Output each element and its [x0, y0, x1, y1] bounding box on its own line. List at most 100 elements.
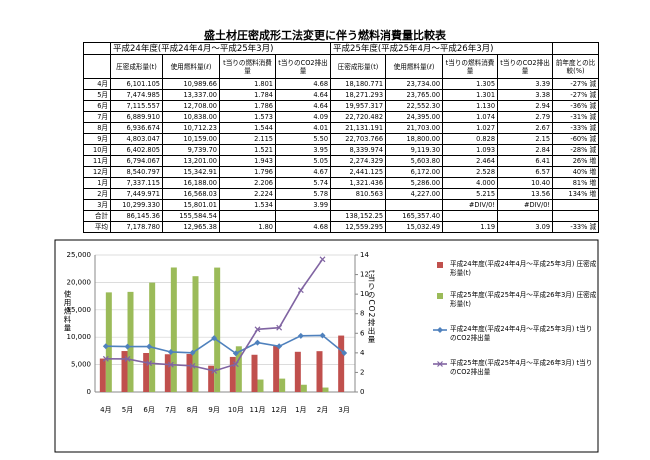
cell: 22,720.482 — [330, 111, 387, 123]
line-marker — [167, 348, 174, 355]
cell: 4.64 — [274, 100, 332, 112]
cell: -31% 減 — [552, 111, 600, 123]
cell: 18,800.00 — [385, 133, 444, 145]
y2-tick-label: 14 — [360, 251, 369, 259]
line-marker — [211, 368, 218, 374]
table-row: 6月 7,115.557 12,708.00 1.786 4.64 19,957.317 2… — [83, 100, 600, 112]
cell: 7,115.557 — [110, 100, 163, 112]
cell — [497, 210, 554, 222]
cell: 4,803.047 — [110, 133, 163, 145]
title: 盛土材圧密成形工法変更に伴う燃料消費量比較表 — [204, 29, 446, 42]
line-marker — [189, 362, 196, 369]
y2-axis-title: t当りのCO2排出量 — [367, 270, 376, 344]
row-header: 7月 — [83, 111, 111, 123]
line-marker — [232, 350, 239, 357]
cell: 1.786 — [219, 100, 276, 112]
corner-cell — [83, 54, 111, 79]
legend-label: 平成25年度(平成25年4月～平成26年3月) t当りのCO2排出量 — [450, 359, 593, 376]
blank-cell — [552, 42, 600, 55]
row-header: 合計 — [83, 210, 111, 222]
line-marker — [124, 355, 131, 362]
row-header: 11月 — [83, 155, 111, 167]
cell: 3.39 — [497, 78, 554, 90]
bar — [229, 356, 236, 392]
cell: 1.130 — [442, 100, 499, 112]
table-row: 8月 6,936.674 10,712.23 1.544 4.01 21,131.191 2… — [83, 122, 600, 134]
line-marker — [232, 361, 239, 368]
legend-label: 平成24年度(平成24年4月～平成25年3月) t当りのCO2排出量 — [450, 325, 593, 342]
cell: 1.80 — [219, 221, 276, 233]
line-marker — [276, 324, 283, 331]
cell: 6,101.105 — [110, 78, 163, 90]
cell: 22,703.766 — [330, 133, 387, 145]
cell: 1.573 — [219, 111, 276, 123]
x-tick-label: 11月 — [250, 406, 266, 414]
bar — [99, 358, 106, 392]
cell: 40% 増 — [552, 166, 600, 178]
line-marker — [102, 355, 109, 362]
table-row: 9月 4,803.047 10,159.00 2.115 5.50 22,703.766 1… — [83, 133, 600, 145]
line-marker — [319, 332, 326, 339]
cell: 9,739.70 — [162, 144, 220, 156]
line-marker — [167, 361, 174, 368]
cell: 1.521 — [219, 144, 276, 156]
cell: 155,584.54 — [162, 210, 220, 222]
row-header: 12月 — [83, 166, 111, 178]
cell: #DIV/0! — [497, 199, 554, 211]
bar — [208, 365, 215, 392]
cell — [552, 199, 600, 211]
cell: 1.943 — [219, 155, 276, 167]
cell: 134% 増 — [552, 188, 600, 200]
cell: 3.95 — [274, 144, 332, 156]
cell: 2.94 — [497, 100, 554, 112]
cell: -33% 減 — [552, 122, 600, 134]
cell: 23,765.00 — [385, 89, 444, 101]
table-row: 圧密成形量(t) 使用燃料量(ℓ) t当りの燃料消費量 t当りのCO2排出量 圧密成形量… — [83, 54, 600, 79]
cell: 4.68 — [274, 221, 332, 233]
cell: 6.57 — [497, 166, 554, 178]
cell: 2.224 — [219, 188, 276, 200]
cell: 138,152.25 — [330, 210, 387, 222]
row-header: 6月 — [83, 100, 111, 112]
line-marker — [297, 332, 304, 339]
cell: 6,402.805 — [110, 144, 163, 156]
table-row: 2月 7,449.971 16,568.03 2.224 5.78 810.563 4,22… — [83, 188, 600, 200]
x-tick-label: 4月 — [100, 406, 111, 414]
table-row: 平成24年度(平成24年4月～平成25年3月) 平成25年度(平成25年4月～平成… — [83, 42, 600, 55]
bar — [170, 267, 177, 392]
cell: 12,559.295 — [330, 221, 387, 233]
cell: 21,131.191 — [330, 122, 387, 134]
cell: 1.784 — [219, 89, 276, 101]
row-header: 1月 — [83, 177, 111, 189]
cell: 10,838.00 — [162, 111, 220, 123]
table-row: 3月 10,299.330 15,801.01 1.534 3.99 #DIV/0! #DI… — [83, 199, 600, 211]
cell: 15,342.91 — [162, 166, 220, 178]
y2-tick-label: 8 — [360, 310, 364, 318]
cell: 5,286.00 — [385, 177, 444, 189]
x-tick-label: 8月 — [187, 406, 198, 414]
column-header: 圧密成形量(t) — [110, 54, 163, 79]
y-tick-label: 0 — [87, 388, 91, 396]
bar — [121, 351, 128, 392]
column-header: t当りの燃料消費量 — [219, 54, 276, 79]
cell: 1,321.436 — [330, 177, 387, 189]
cell: 21,703.00 — [385, 122, 444, 134]
row-header: 平均 — [83, 221, 111, 233]
cell: 10,159.00 — [162, 133, 220, 145]
cell: 7,178.780 — [110, 221, 163, 233]
y-tick-label: 10,000 — [67, 333, 92, 341]
cell — [442, 210, 499, 222]
cell — [552, 210, 600, 222]
legend-swatch — [437, 293, 443, 299]
cell: 12,708.00 — [162, 100, 220, 112]
x-tick-label: 10月 — [228, 406, 244, 414]
cell: 18,180.771 — [330, 78, 387, 90]
cell: 6,172.00 — [385, 166, 444, 178]
y2-tick-label: 10 — [360, 290, 369, 298]
bar — [127, 291, 134, 392]
x-tick-label: 5月 — [122, 406, 133, 414]
column-header: 使用燃料量(ℓ) — [385, 54, 444, 79]
bar — [294, 351, 301, 392]
cell: 4.67 — [274, 166, 332, 178]
cell: 5.50 — [274, 133, 332, 145]
